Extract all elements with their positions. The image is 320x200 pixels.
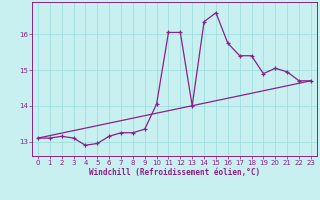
X-axis label: Windchill (Refroidissement éolien,°C): Windchill (Refroidissement éolien,°C): [89, 168, 260, 177]
